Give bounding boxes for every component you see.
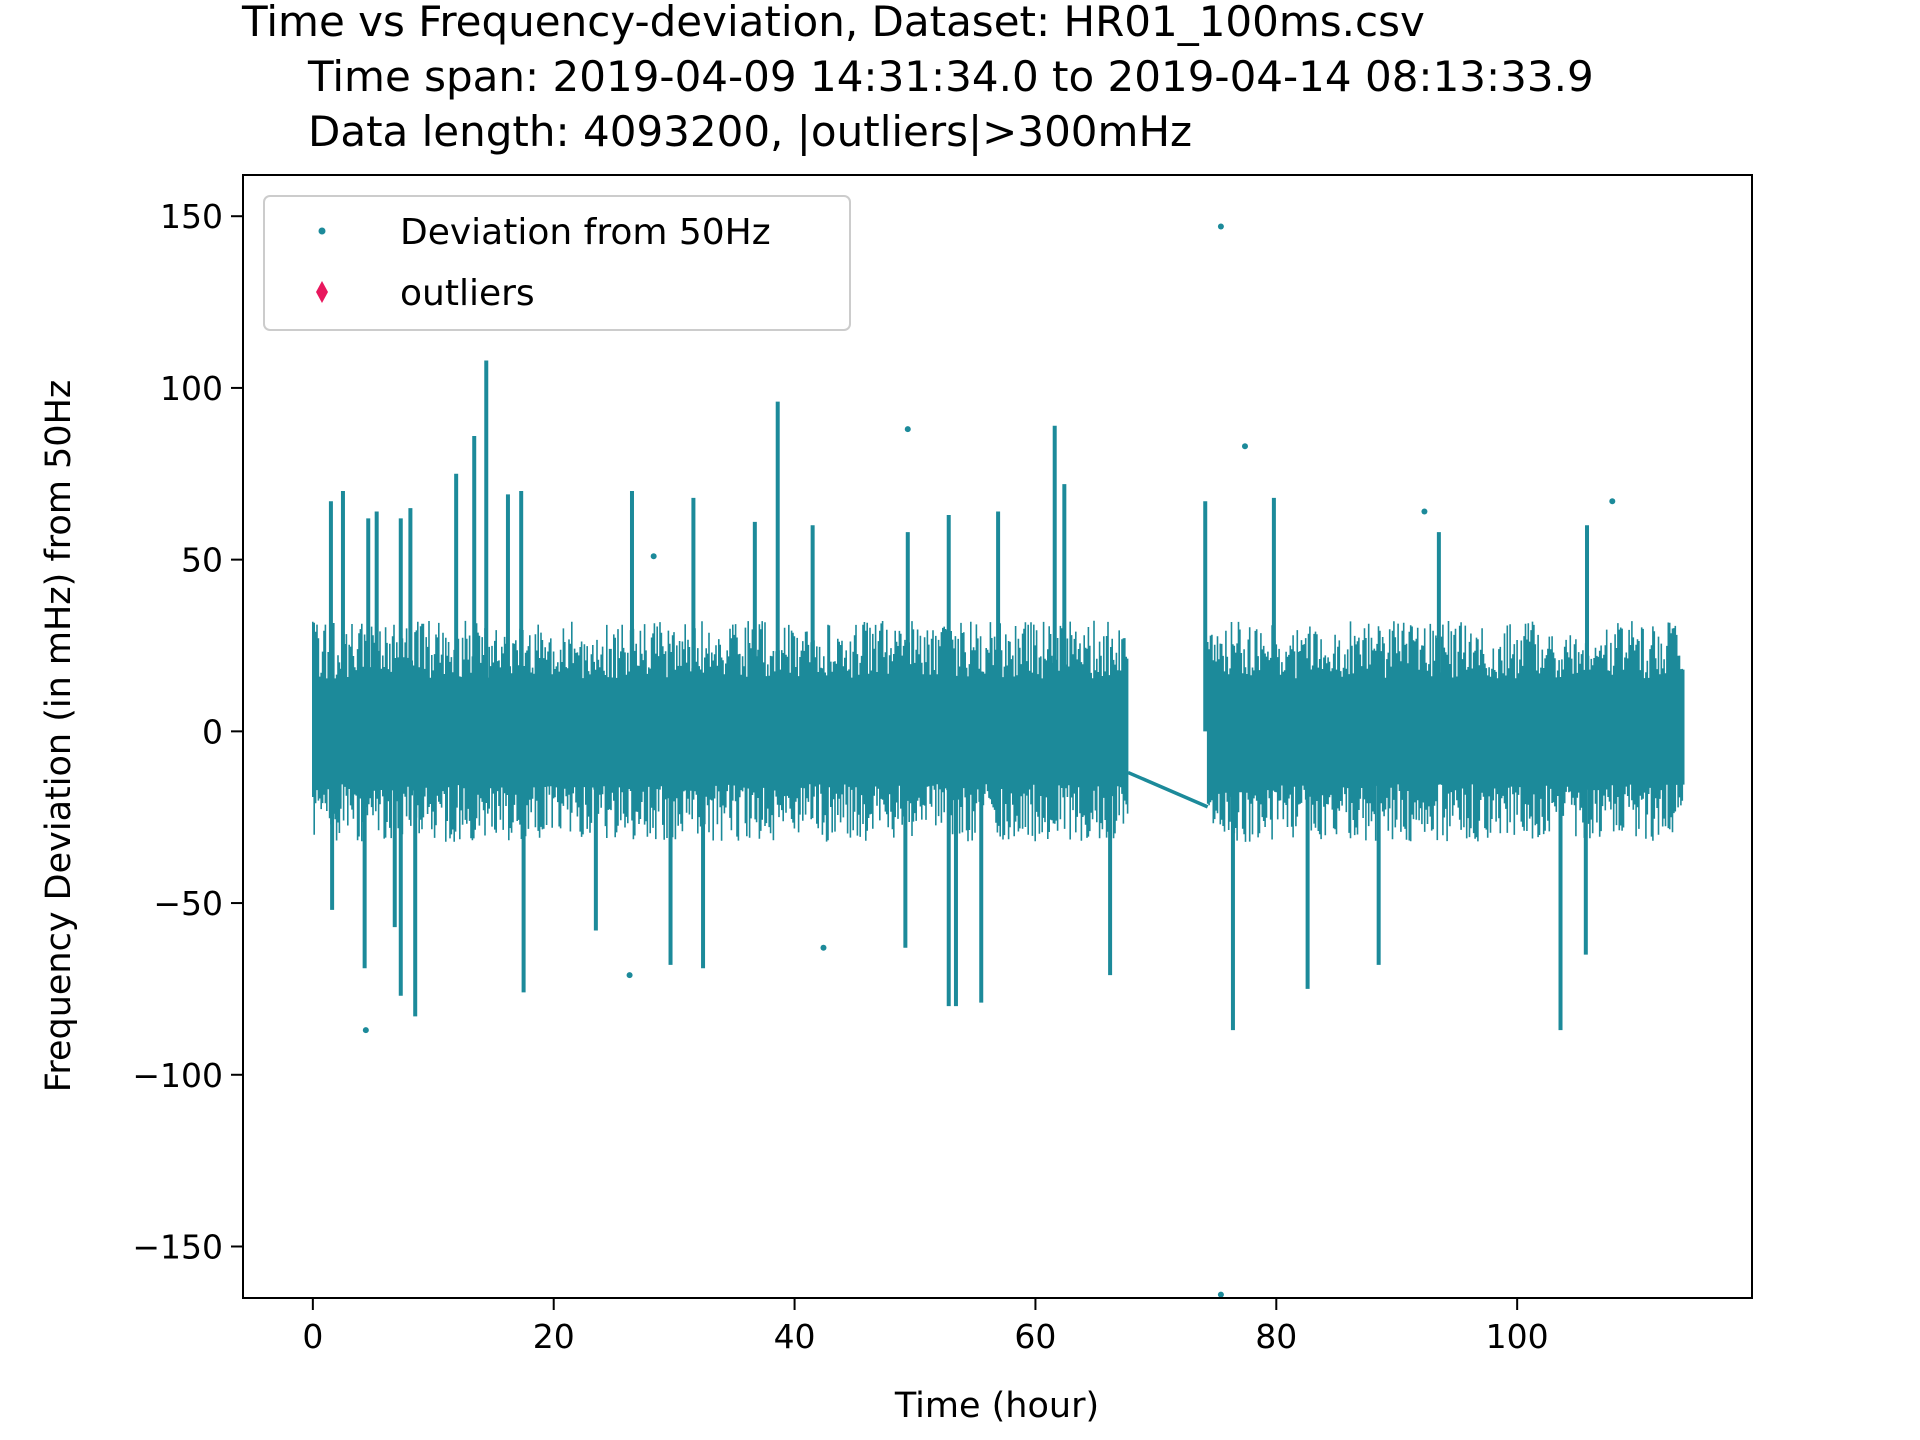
x-tick-label: 100: [1486, 1317, 1549, 1356]
x-tick-label: 20: [533, 1317, 575, 1356]
y-tick-label: 100: [160, 369, 223, 408]
gap-line: [1127, 770, 1209, 809]
legend-label-outliers: outliers: [400, 273, 535, 314]
y-axis: 150 100 50 0 −50 −100 −150: [132, 197, 243, 1266]
plot-frame: [242, 174, 1753, 1299]
x-axis-label: Time (hour): [894, 1386, 1099, 1426]
y-tick-label: −100: [132, 1056, 223, 1095]
data-point: [362, 1027, 369, 1034]
y-tick-label: 50: [181, 541, 223, 580]
legend-marker-outliers: [316, 281, 328, 303]
y-axis-label: Frequency Deviation (in mHz) from 50Hz: [39, 380, 79, 1093]
chart-title-line-2: Time span: 2019-04-09 14:31:34.0 to 2019…: [307, 52, 1594, 101]
data-point: [1609, 498, 1616, 505]
x-axis: 0 20 40 60 80 100: [302, 1298, 1549, 1356]
x-tick-label: 60: [1014, 1317, 1056, 1356]
data-point: [1241, 443, 1248, 450]
chart-title-line-3: Data length: 4093200, |outliers|>300mHz: [308, 107, 1192, 156]
data-point: [626, 972, 633, 979]
data-point: [1217, 223, 1224, 230]
y-tick-label: 150: [160, 197, 223, 236]
x-tick-label: 80: [1255, 1317, 1297, 1356]
legend: Deviation from 50Hz outliers: [263, 195, 851, 331]
y-tick-label: 0: [202, 712, 223, 751]
data-point: [1217, 1291, 1224, 1298]
data-point: [1421, 508, 1428, 515]
chart-title-line-1: Time vs Frequency-deviation, Dataset: HR…: [241, 0, 1425, 46]
legend-label-deviation: Deviation from 50Hz: [400, 212, 771, 253]
data-point: [904, 426, 911, 433]
legend-marker-deviation: [318, 227, 326, 235]
x-tick-label: 40: [774, 1317, 816, 1356]
data-point: [820, 944, 827, 951]
x-tick-label: 0: [302, 1317, 323, 1356]
legend-box: [263, 195, 851, 331]
data-point: [650, 553, 657, 560]
plot-data: [312, 223, 1685, 1298]
deviation-band: [312, 620, 1685, 842]
y-tick-label: −150: [132, 1227, 223, 1266]
y-tick-label: −50: [153, 884, 223, 923]
